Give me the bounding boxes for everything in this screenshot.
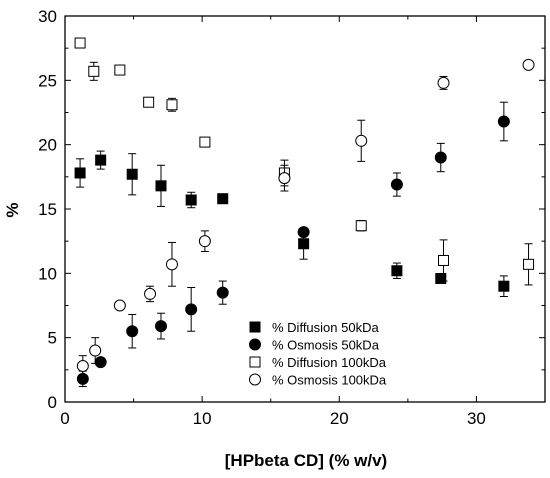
data-point [391, 265, 403, 277]
data-point [438, 254, 450, 266]
data-point [390, 178, 403, 191]
data-point [144, 287, 157, 300]
legend-label: % Diffusion 100kDa [272, 355, 387, 370]
data-point [297, 226, 310, 239]
legend: % Diffusion 50kDa % Osmosis 50kDa % Diffus… [249, 320, 387, 388]
data-point [198, 235, 211, 248]
data-point [498, 280, 510, 292]
series-4 [76, 58, 535, 377]
data-point [94, 356, 107, 369]
series-layer [74, 37, 535, 388]
data-point [298, 238, 310, 250]
y-tick-label: 25 [38, 71, 57, 90]
data-point [76, 359, 89, 372]
data-point [185, 194, 197, 206]
x-tick-label: 10 [193, 409, 212, 428]
x-tick-label: 30 [467, 409, 486, 428]
y-tick-label: 5 [48, 329, 57, 348]
y-axis-title: % [3, 202, 22, 217]
legend-item: % Diffusion 100kDa [249, 355, 387, 370]
data-point [199, 136, 211, 148]
data-point [155, 320, 167, 333]
x-tick-label: 20 [330, 409, 349, 428]
data-point [523, 258, 535, 270]
series-2 [76, 101, 510, 388]
data-point [355, 134, 368, 147]
data-point [126, 325, 139, 338]
data-point [95, 154, 107, 166]
data-point [74, 167, 86, 179]
y-tick-label: 0 [48, 393, 57, 412]
y-tick-label: 15 [38, 200, 57, 219]
legend-item: % Diffusion 50kDa [249, 320, 379, 335]
data-point [435, 272, 447, 284]
data-point [185, 303, 198, 316]
y-tick-label: 30 [38, 7, 57, 26]
x-axis-title: [HPbeta CD] (% w/v) [225, 451, 387, 470]
data-point [74, 37, 86, 49]
axis-tick-labels: 0 10 20 30 0 5 10 15 20 25 30 [38, 7, 486, 428]
data-point [89, 344, 102, 357]
x-tick-label: 0 [60, 409, 69, 428]
legend-marker [249, 356, 261, 368]
legend-label: % Osmosis 100kDa [272, 373, 387, 388]
data-point [113, 299, 126, 312]
y-tick-label: 20 [38, 136, 57, 155]
data-point [437, 76, 450, 89]
legend-marker [249, 338, 261, 351]
series-1 [74, 150, 510, 297]
legend-marker [249, 373, 261, 386]
y-tick-label: 10 [38, 264, 57, 283]
data-point [155, 180, 167, 192]
data-point [216, 286, 229, 299]
axis-ticks [64, 15, 546, 403]
legend-label: % Diffusion 50kDa [272, 320, 379, 335]
data-point [88, 65, 100, 77]
data-point [434, 151, 447, 164]
data-point [522, 58, 535, 71]
data-point [114, 64, 126, 76]
legend-item: % Osmosis 100kDa [249, 373, 387, 388]
data-point [217, 193, 229, 205]
data-point [497, 115, 510, 128]
data-point [355, 220, 367, 232]
legend-label: % Osmosis 50kDa [272, 338, 380, 353]
data-point [166, 99, 178, 111]
data-point [278, 172, 291, 185]
data-point [126, 168, 138, 180]
legend-item: % Osmosis 50kDa [249, 338, 380, 353]
legend-marker [249, 321, 261, 333]
data-point [143, 96, 155, 108]
data-point [165, 258, 178, 271]
